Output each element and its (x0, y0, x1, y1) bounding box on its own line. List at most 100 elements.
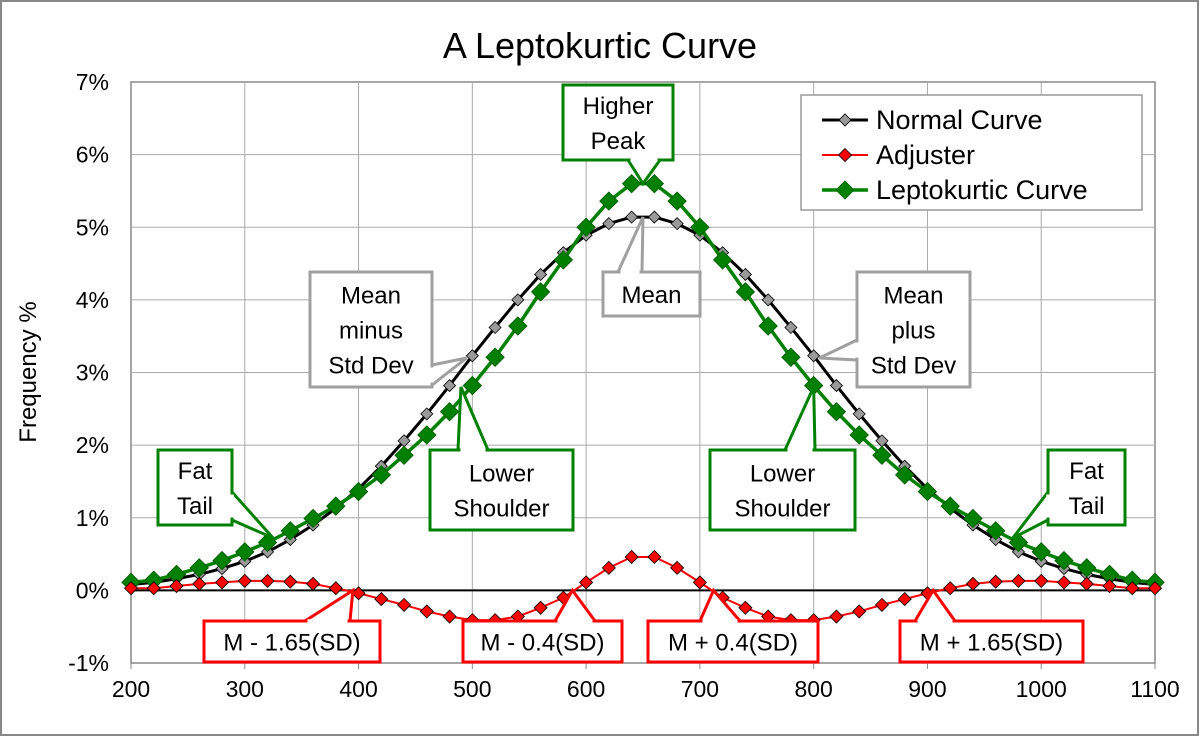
x-tick-label: 1000 (1016, 676, 1067, 702)
callout-text: Higher (583, 93, 654, 120)
data-point-marker (465, 349, 479, 363)
data-point-marker (829, 379, 843, 393)
data-point-marker (1011, 573, 1026, 588)
data-point-marker (621, 173, 642, 194)
callout-box (308, 270, 434, 389)
data-point-marker (394, 445, 414, 465)
data-point-marker (963, 508, 983, 529)
data-point-marker (374, 592, 389, 607)
data-point-marker (894, 465, 915, 485)
callout-text: minus (339, 318, 403, 345)
callout-text: plus (891, 318, 935, 345)
data-point-marker (1147, 581, 1163, 596)
data-point-marker (644, 173, 665, 194)
data-point-marker (1125, 581, 1140, 596)
data-point-marker (169, 578, 184, 594)
data-point-marker (712, 250, 733, 270)
data-point-marker (784, 320, 798, 335)
legend-item-adjuster: Adjuster (822, 140, 975, 170)
data-point-marker (511, 293, 525, 307)
data-point-marker (965, 576, 981, 591)
data-point-marker (852, 604, 867, 619)
data-point-marker (443, 379, 457, 393)
data-point-marker (303, 508, 323, 529)
data-point-marker (485, 347, 505, 367)
y-tick-label: -1% (68, 650, 109, 676)
data-point-marker (986, 521, 1006, 541)
callout-box (646, 619, 820, 664)
callout-text: M - 0.4(SD) (480, 630, 604, 657)
y-axis-label: Frequency % (15, 301, 42, 442)
data-point-marker (283, 574, 298, 589)
data-point-marker (533, 600, 548, 615)
data-point-marker (442, 609, 457, 624)
y-tick-label: 6% (76, 142, 109, 168)
data-point-marker (328, 581, 343, 596)
series-line (131, 555, 1155, 622)
data-point-marker (371, 465, 392, 485)
data-point-marker (1031, 542, 1051, 562)
callout-text: M + 1.65(SD) (920, 630, 1063, 657)
data-point-marker (624, 549, 639, 565)
legend-label: Adjuster (876, 140, 975, 170)
callout-text: Fat (178, 458, 213, 485)
data-point-marker (758, 316, 778, 336)
x-tick-label: 600 (567, 676, 605, 702)
data-point-marker (235, 542, 255, 562)
data-point-marker (214, 575, 230, 590)
legend-label: Normal Curve (876, 105, 1043, 135)
data-point-marker (872, 445, 892, 465)
data-point-marker (530, 282, 551, 302)
legend-item-normal-curve: Normal Curve (822, 105, 1043, 135)
data-point-marker (692, 575, 707, 590)
data-point-marker (576, 217, 596, 237)
data-point-marker (807, 349, 821, 363)
y-tick-label: 3% (76, 360, 109, 386)
data-point-marker (553, 250, 574, 270)
data-point-marker (690, 217, 710, 237)
data-point-marker (1034, 573, 1049, 588)
x-tick-label: 500 (453, 676, 491, 702)
callout-text: Std Dev (871, 353, 956, 380)
callout-lower-shoulder-right: Lower Shoulder (708, 386, 857, 532)
data-point-marker (670, 217, 684, 231)
data-point-marker (988, 574, 1003, 589)
data-point-marker (917, 481, 938, 502)
data-point-marker (192, 576, 207, 591)
callout-text: Tail (177, 493, 213, 520)
data-point-marker (647, 210, 661, 224)
callout-lower-shoulder-left: Lower Shoulder (428, 386, 575, 532)
callout-text: M + 0.4(SD) (668, 630, 798, 657)
callout-text: Mean (621, 282, 681, 309)
callout-box (855, 270, 972, 389)
data-point-marker (579, 575, 594, 590)
callout-box (202, 619, 382, 664)
x-tick-label: 800 (794, 676, 832, 702)
data-point-marker (852, 407, 866, 421)
data-point-marker (874, 597, 889, 612)
callout-text: Mean (341, 283, 401, 310)
callout-text: Std Dev (328, 353, 413, 380)
data-point-marker (326, 496, 346, 516)
data-point-marker (212, 550, 232, 571)
data-point-marker (602, 217, 616, 231)
data-point-marker (305, 576, 321, 591)
legend-label: Leptokurtic Curve (876, 175, 1088, 205)
callout-box (1046, 448, 1127, 527)
series-leptokurtic-curve (121, 173, 1165, 593)
x-tick-label: 300 (226, 676, 264, 702)
callout-text: Shoulder (734, 496, 830, 523)
data-point-marker (237, 573, 252, 588)
data-point-marker (940, 496, 960, 516)
data-point-marker (1054, 550, 1074, 571)
data-point-marker (1079, 576, 1094, 591)
legend-item-leptokurtic-curve: Leptokurtic Curve (822, 175, 1088, 205)
data-point-marker (781, 347, 801, 367)
callout-box (601, 270, 702, 318)
data-point-marker (534, 267, 548, 282)
x-tick-label: 400 (339, 676, 377, 702)
callout-box (898, 619, 1085, 664)
chart-title: A Leptokurtic Curve (443, 25, 757, 66)
